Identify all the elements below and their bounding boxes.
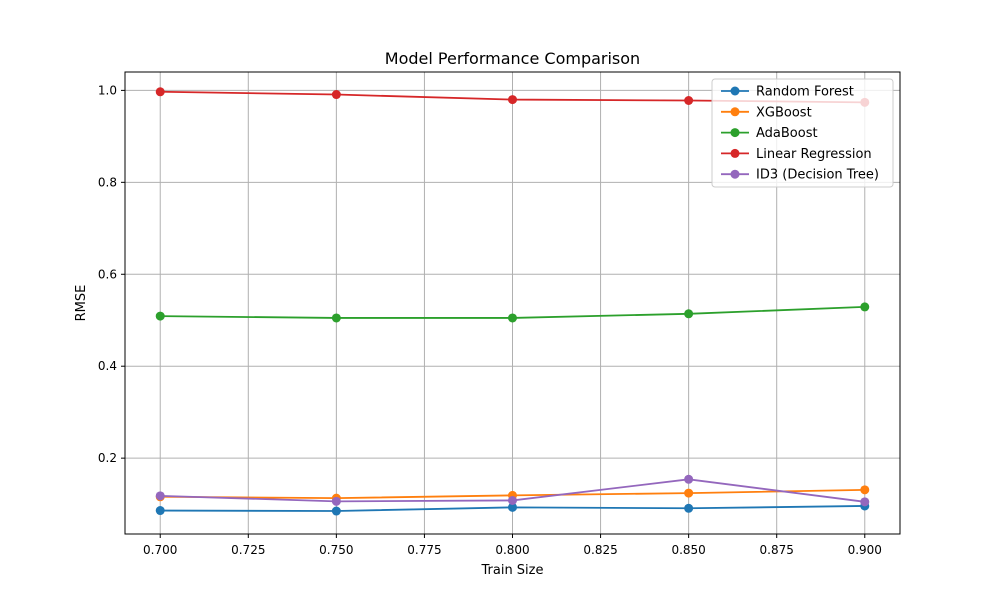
- legend-swatch-marker: [730, 169, 740, 179]
- y-tick-label: 0.4: [98, 359, 117, 373]
- data-point-id3-decision-tree: [155, 491, 165, 501]
- data-point-adaboost: [155, 311, 165, 321]
- data-point-random-forest: [684, 503, 694, 513]
- y-tick-label: 0.6: [98, 267, 117, 281]
- x-tick-label: 0.875: [760, 543, 794, 557]
- data-point-linear-regression: [155, 87, 165, 97]
- data-point-xgboost: [860, 485, 870, 495]
- data-point-linear-regression: [508, 95, 517, 105]
- legend-swatch-marker: [730, 107, 740, 117]
- legend-box: [711, 78, 894, 188]
- legend-label: AdaBoost: [756, 126, 818, 141]
- x-tick-label: 0.900: [848, 543, 882, 557]
- data-point-id3-decision-tree: [684, 474, 694, 484]
- legend-item-linear-regression: Linear Regression: [721, 147, 872, 162]
- data-point-random-forest: [155, 506, 165, 516]
- x-tick-label: 0.825: [583, 543, 617, 557]
- data-point-random-forest: [508, 502, 517, 512]
- data-point-id3-decision-tree: [508, 495, 517, 505]
- legend: Random Forest XGBoost AdaBoost Linear Regre…: [711, 78, 894, 188]
- data-point-adaboost: [684, 309, 694, 319]
- y-tick-label: 0.2: [98, 451, 117, 465]
- data-point-adaboost: [508, 313, 517, 323]
- legend-label: Linear Regression: [756, 147, 872, 162]
- x-tick-label: 0.800: [495, 543, 529, 557]
- y-axis-label: RMSE: [74, 285, 89, 322]
- data-point-adaboost: [331, 313, 341, 323]
- x-axis: 0.700 0.725 0.750 0.775 0.800 0.825 0.850 0.875…: [143, 534, 882, 557]
- series-adaboost: [155, 302, 870, 323]
- data-point-adaboost: [860, 302, 870, 312]
- chart-title: Model Performance Comparison: [385, 49, 640, 68]
- data-point-random-forest: [331, 506, 341, 516]
- y-tick-label: 0.8: [98, 175, 117, 189]
- legend-item-xgboost: XGBoost: [721, 105, 812, 120]
- y-axis: 0.2 0.4 0.6 0.8 1.0: [98, 83, 125, 465]
- legend-label: ID3 (Decision Tree): [756, 168, 879, 183]
- legend-item-adaboost: AdaBoost: [721, 126, 818, 141]
- legend-swatch-marker: [730, 148, 740, 158]
- data-point-xgboost: [684, 488, 694, 498]
- series-id3-decision-tree: [155, 474, 870, 507]
- x-tick-label: 0.775: [407, 543, 441, 557]
- x-tick-label: 0.725: [231, 543, 265, 557]
- data-point-linear-regression: [331, 90, 341, 100]
- data-point-id3-decision-tree: [860, 497, 870, 507]
- series-random-forest: [155, 501, 870, 516]
- x-axis-label: Train Size: [480, 563, 543, 578]
- data-point-linear-regression: [684, 96, 694, 106]
- legend-item-id3-decision-tree: ID3 (Decision Tree): [721, 168, 879, 183]
- legend-item-random-forest: Random Forest: [721, 85, 854, 100]
- legend-label: XGBoost: [756, 105, 812, 120]
- x-tick-label: 0.700: [143, 543, 177, 557]
- x-tick-label: 0.850: [671, 543, 705, 557]
- x-tick-label: 0.750: [319, 543, 353, 557]
- data-point-id3-decision-tree: [331, 496, 341, 506]
- legend-swatch-marker: [730, 86, 740, 96]
- legend-label: Random Forest: [756, 85, 854, 100]
- y-tick-label: 1.0: [98, 83, 117, 97]
- legend-swatch-marker: [730, 128, 740, 138]
